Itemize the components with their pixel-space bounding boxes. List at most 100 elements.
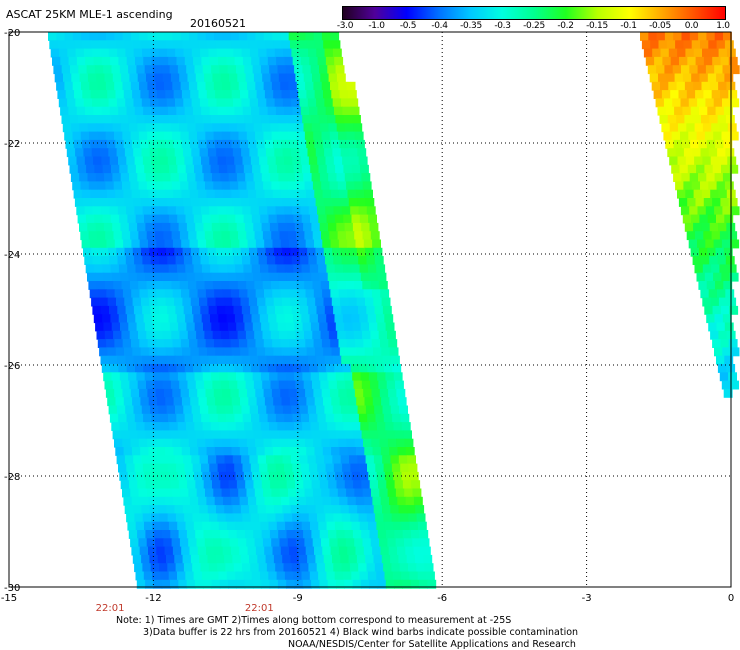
data-cell — [352, 115, 361, 124]
data-cell — [361, 430, 371, 440]
data-cell — [185, 214, 195, 224]
data-cell — [323, 554, 333, 564]
data-cell — [400, 463, 410, 473]
data-cell — [149, 505, 159, 514]
x-axis-labels: -15 -12 -9 -6 -3 0 — [1, 593, 734, 604]
data-cell — [292, 206, 301, 216]
data-cell — [227, 214, 236, 224]
data-cell — [158, 305, 168, 315]
data-cell — [141, 148, 151, 158]
data-cell — [696, 131, 706, 141]
data-cell — [164, 388, 173, 398]
data-cell — [330, 81, 339, 91]
data-cell — [345, 123, 354, 133]
data-cell — [247, 388, 256, 398]
data-cell — [730, 65, 740, 75]
data-cell — [262, 430, 271, 440]
data-cell — [355, 339, 364, 348]
data-cell — [167, 156, 177, 166]
data-cell — [256, 496, 266, 506]
data-cell — [154, 281, 164, 290]
data-cell — [163, 131, 173, 141]
data-cell — [706, 32, 716, 41]
data-cell — [68, 156, 78, 166]
data-cell — [164, 189, 174, 199]
data-cell — [210, 264, 220, 274]
data-cell — [367, 264, 377, 274]
data-cell — [264, 447, 274, 456]
data-cell — [87, 73, 97, 83]
data-cell — [145, 222, 155, 232]
data-cell — [239, 496, 249, 506]
data-cell — [358, 563, 368, 573]
data-cell — [270, 430, 280, 440]
data-cell — [218, 521, 228, 531]
data-cell — [313, 438, 323, 448]
data-cell — [355, 546, 365, 556]
data-cell — [167, 463, 177, 473]
data-cell — [302, 579, 312, 589]
data-cell — [98, 139, 108, 149]
data-cell — [249, 355, 259, 365]
data-cell — [241, 455, 250, 465]
data-cell — [663, 131, 673, 141]
data-cell — [707, 214, 717, 224]
data-cell — [398, 455, 408, 465]
data-cell — [729, 131, 739, 141]
data-cell — [93, 156, 102, 166]
data-cell — [184, 413, 194, 423]
data-cell — [245, 123, 255, 133]
data-cell — [353, 380, 363, 390]
data-cell — [238, 81, 248, 91]
data-cell — [305, 289, 315, 299]
data-cell — [170, 480, 180, 490]
data-cell — [219, 65, 229, 75]
data-cell — [247, 339, 257, 348]
data-cell — [349, 148, 358, 158]
data-cell — [158, 355, 168, 365]
data-cell — [155, 181, 165, 191]
data-cell — [225, 513, 235, 523]
data-cell — [390, 505, 400, 514]
data-cell — [402, 530, 412, 539]
data-cell — [281, 90, 291, 99]
data-cell — [383, 413, 393, 423]
data-cell — [317, 314, 327, 324]
data-cell — [87, 222, 97, 232]
data-cell — [94, 115, 104, 124]
data-cell — [129, 430, 139, 440]
data-cell — [281, 40, 291, 50]
data-cell — [302, 65, 312, 75]
data-cell — [167, 563, 177, 573]
data-cell — [202, 214, 211, 224]
data-cell — [313, 339, 323, 348]
data-cell — [317, 156, 327, 166]
data-cell — [336, 530, 346, 539]
data-cell — [210, 422, 220, 431]
data-cell — [164, 81, 173, 91]
data-cell — [330, 339, 340, 348]
data-cell — [117, 305, 127, 315]
data-cell — [347, 496, 357, 506]
data-cell — [348, 247, 358, 257]
data-cell — [239, 546, 249, 556]
data-cell — [93, 106, 103, 116]
data-cell — [407, 455, 416, 465]
data-cell — [321, 131, 331, 141]
data-cell — [86, 164, 95, 174]
data-cell — [249, 148, 259, 158]
data-cell — [372, 546, 381, 556]
data-cell — [271, 131, 281, 141]
data-cell — [201, 364, 211, 373]
data-cell — [280, 81, 290, 91]
data-cell — [230, 81, 240, 91]
data-cell — [216, 198, 225, 207]
data-cell — [337, 181, 347, 191]
data-cell — [62, 123, 72, 133]
data-cell — [157, 554, 167, 564]
data-cell — [215, 554, 225, 564]
data-cell — [189, 546, 199, 556]
data-cell — [138, 488, 148, 498]
data-cell — [353, 480, 362, 490]
data-cell — [273, 297, 283, 307]
